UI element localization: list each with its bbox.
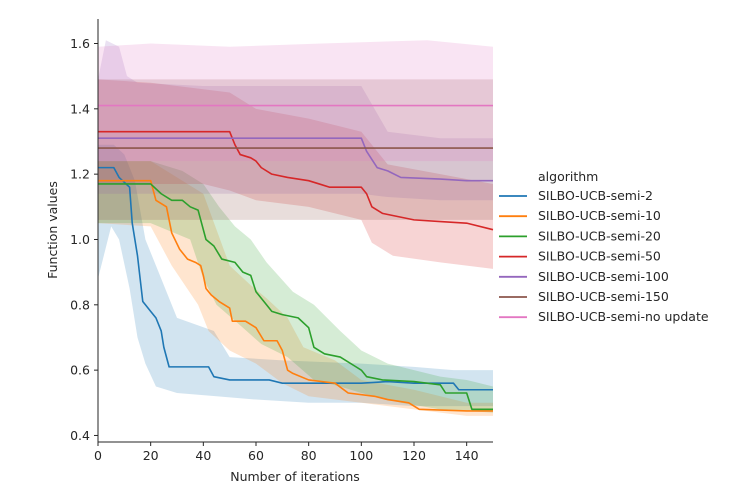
band-silbo-ucb-semi-no-update (98, 40, 493, 162)
series-lines (98, 104, 494, 412)
y-tick-label: 0.4 (70, 428, 90, 443)
legend-label-silbo-ucb-semi-10: SILBO-UCB-semi-10 (538, 208, 661, 223)
legend-label-silbo-ucb-semi-no-update: SILBO-UCB-semi-no update (538, 309, 709, 324)
band-silbo-ucb-semi-2 (98, 144, 493, 407)
line-silbo-ucb-semi-100 (98, 137, 493, 182)
legend-label-silbo-ucb-semi-50: SILBO-UCB-semi-50 (538, 249, 661, 264)
legend: algorithm SILBO-UCB-semi-2 SILBO-UCB-semi… (499, 169, 709, 324)
band-silbo-ucb-semi-150 (98, 79, 493, 220)
line-silbo-ucb-semi-50 (98, 130, 494, 231)
x-axis-label: Number of iterations (230, 469, 360, 484)
y-tick-label: 1.6 (70, 36, 90, 51)
y-axis-label: Function values (45, 181, 60, 279)
confidence-bands (98, 40, 493, 416)
band-silbo-ucb-semi-100 (98, 40, 493, 201)
x-tick-label: 40 (195, 448, 211, 463)
legend-label-silbo-ucb-semi-150: SILBO-UCB-semi-150 (538, 289, 669, 304)
band-silbo-ucb-semi-10 (98, 161, 493, 416)
y-tick-label: 0.6 (70, 363, 90, 378)
band-silbo-ucb-semi-50 (98, 79, 493, 269)
x-tick-label: 60 (248, 448, 264, 463)
legend-label-silbo-ucb-semi-2: SILBO-UCB-semi-2 (538, 188, 653, 203)
line-silbo-ucb-semi-10 (98, 179, 493, 412)
line-silbo-ucb-semi-2 (98, 166, 493, 391)
band-silbo-ucb-semi-20 (98, 161, 493, 413)
x-tick-label: 20 (143, 448, 159, 463)
legend-title: algorithm (538, 169, 598, 184)
y-tick-label: 1.2 (70, 167, 90, 182)
axes (97, 19, 493, 443)
ticks: 0 20 40 60 80 100 120 140 0.4 0.6 0.8 1.0 1.2 1.4 1.6 (70, 36, 479, 463)
y-tick-label: 1.0 (70, 232, 90, 247)
y-tick-label: 1.4 (70, 101, 90, 116)
x-tick-label: 140 (455, 448, 479, 463)
line-silbo-ucb-semi-20 (98, 183, 493, 411)
x-tick-label: 100 (349, 448, 373, 463)
legend-label-silbo-ucb-semi-100: SILBO-UCB-semi-100 (538, 269, 669, 284)
x-tick-label: 0 (94, 448, 102, 463)
x-tick-label: 120 (402, 448, 426, 463)
y-tick-label: 0.8 (70, 297, 90, 312)
x-tick-label: 80 (301, 448, 317, 463)
legend-label-silbo-ucb-semi-20: SILBO-UCB-semi-20 (538, 228, 661, 243)
